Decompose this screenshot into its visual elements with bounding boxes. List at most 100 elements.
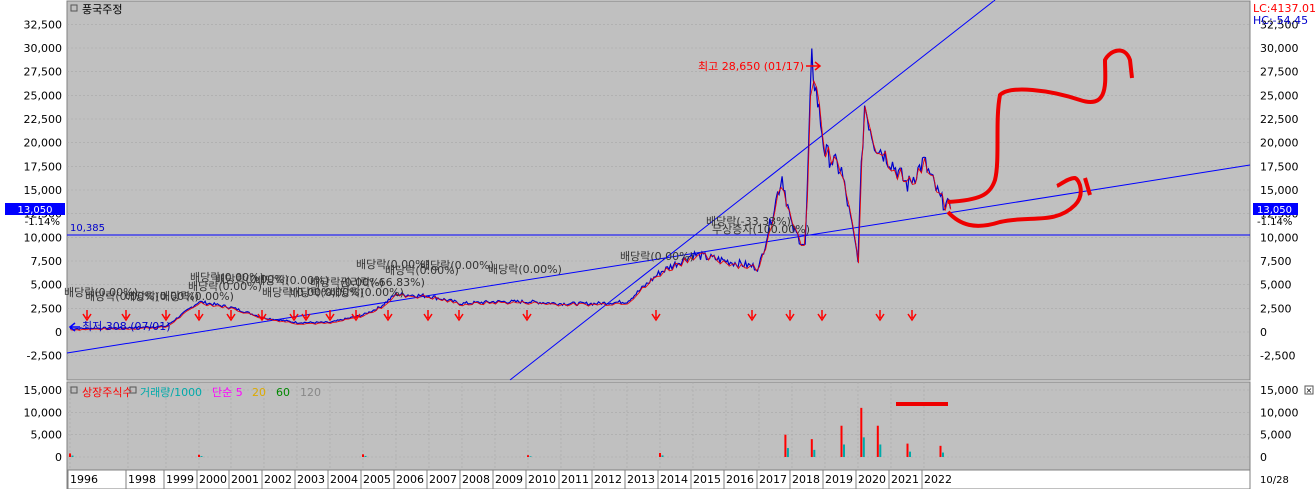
price-tick-label: 15,000 bbox=[1260, 184, 1299, 197]
price-tick-label: 30,000 bbox=[24, 42, 63, 55]
price-tick-label: 25,000 bbox=[1260, 89, 1299, 102]
volume-tick-label: 0 bbox=[1260, 451, 1267, 464]
volume-bar bbox=[661, 455, 664, 457]
dividend-arrow-icon bbox=[289, 310, 299, 322]
dividend-arrow-icon bbox=[383, 310, 393, 322]
price-tick-label: 20,000 bbox=[24, 137, 63, 150]
price-series-overlay bbox=[70, 79, 952, 331]
dividend-arrow-icon bbox=[875, 310, 885, 322]
volume-bar bbox=[362, 454, 364, 457]
volume-tick-label: 5,000 bbox=[1260, 429, 1292, 442]
year-label: 2016 bbox=[726, 473, 754, 486]
year-label: 2022 bbox=[924, 473, 952, 486]
close-icon[interactable] bbox=[1304, 385, 1314, 395]
price-tick-label: 2,500 bbox=[31, 302, 63, 315]
volume-bar bbox=[659, 452, 661, 457]
dividend-arrow-icon bbox=[257, 310, 267, 322]
volume-bar bbox=[364, 455, 367, 457]
price-tick-label: 22,500 bbox=[24, 113, 63, 126]
volume-bar bbox=[529, 456, 532, 457]
price-tick-label: 0 bbox=[1260, 326, 1267, 339]
dividend-arrow-icon bbox=[301, 310, 311, 322]
dividend-arrow-icon bbox=[785, 310, 795, 322]
price-tick-label: 5,000 bbox=[1260, 279, 1292, 292]
volume-bar bbox=[879, 444, 882, 457]
year-label: 2008 bbox=[462, 473, 490, 486]
dividend-arrow-icon bbox=[121, 310, 131, 322]
price-tick-label: 25,000 bbox=[24, 89, 63, 102]
price-tick-label: 32,500 bbox=[24, 18, 63, 31]
price-tick-label: 22,500 bbox=[1260, 113, 1299, 126]
dividend-label: 배당락(0.00%) bbox=[215, 273, 289, 286]
volume-tick-label: 15,000 bbox=[24, 384, 63, 397]
year-label: 2003 bbox=[297, 473, 325, 486]
volume-bar bbox=[527, 455, 529, 457]
year-label: 2010 bbox=[528, 473, 556, 486]
current-price-left: 13,050 bbox=[18, 205, 53, 216]
drawing-up-curve[interactable] bbox=[947, 48, 1134, 204]
dividend-arrow-icon bbox=[454, 310, 464, 322]
legend-item: 20 bbox=[252, 386, 266, 399]
dividend-label: 배당락(0.00%) bbox=[385, 264, 459, 277]
price-tick-label: 10,000 bbox=[1260, 231, 1299, 244]
year-label: 2021 bbox=[891, 473, 919, 486]
low-arrow-icon bbox=[68, 322, 80, 332]
volume-tick-label: 10,000 bbox=[1260, 406, 1299, 419]
price-tick-label: 2,500 bbox=[1260, 302, 1292, 315]
drawing-wave-curve[interactable] bbox=[946, 175, 1092, 228]
price-tick-label: 10,000 bbox=[24, 231, 63, 244]
trend-line-long[interactable] bbox=[66, 164, 1251, 354]
dividend-arrow-icon bbox=[226, 310, 236, 322]
high-annotation: 최고 28,650 (01/17) bbox=[698, 60, 804, 73]
price-tick-label: 27,500 bbox=[24, 66, 63, 79]
year-label: 2015 bbox=[693, 473, 721, 486]
dividend-label: 배당락(0.00%) bbox=[85, 290, 159, 303]
price-tick-label: 32,500 bbox=[1260, 18, 1299, 31]
volume-tick-label: 15,000 bbox=[1260, 384, 1299, 397]
volume-axis-left: 15,000 10,000 5,000 0 bbox=[24, 384, 63, 464]
volume-bar bbox=[786, 448, 789, 457]
volume-bar bbox=[840, 425, 843, 457]
dividend-arrow-icon bbox=[522, 310, 532, 322]
volume-tick-label: 10,000 bbox=[24, 406, 63, 419]
title-checkbox-icon[interactable] bbox=[70, 4, 78, 12]
trend-line-steep[interactable] bbox=[509, 0, 996, 381]
legend-item: 단순 5 bbox=[212, 386, 243, 399]
price-tick-label: 20,000 bbox=[1260, 137, 1299, 150]
high-arrow-icon bbox=[806, 61, 822, 71]
volume-bar bbox=[71, 455, 74, 457]
price-tick-label: -2,500 bbox=[1260, 350, 1295, 363]
year-label: 1999 bbox=[166, 473, 194, 486]
dividend-arrow-icon bbox=[817, 310, 827, 322]
volume-bar bbox=[843, 444, 845, 457]
dividend-label: 배당락(0.00%) bbox=[255, 274, 329, 287]
price-tick-label: 30,000 bbox=[1260, 42, 1299, 55]
price-tick-label: 0 bbox=[55, 326, 62, 339]
dividend-label: 배당락(0.00%) bbox=[420, 259, 494, 272]
volume-bar bbox=[862, 437, 865, 457]
year-label: 2004 bbox=[330, 473, 358, 486]
year-label: 2007 bbox=[429, 473, 457, 486]
price-tick-label: 15,000 bbox=[24, 184, 63, 197]
dividend-label: 배당락(0.00%) bbox=[620, 250, 694, 263]
volume-tick-label: 5,000 bbox=[31, 429, 63, 442]
price-tick-label: 27,500 bbox=[1260, 66, 1299, 79]
legend-checkbox-icon bbox=[70, 386, 78, 394]
price-tick-label: 5,000 bbox=[31, 279, 63, 292]
price-axis-left: 32,500 30,000 27,500 25,000 22,500 20,000 17,5… bbox=[24, 18, 63, 362]
legend-item: 거래량/1000 bbox=[140, 386, 202, 399]
dividend-arrow-icon bbox=[747, 310, 757, 322]
dividend-label: 배당락(0.00%) bbox=[64, 286, 138, 299]
dividend-labels: 배당락(0.00%)배당락(0.00%)배당락(0.00%)배당락(0.00%)… bbox=[64, 215, 810, 303]
dividend-label: 배당락(0.00%) bbox=[310, 276, 384, 289]
current-change-right: -1.14% bbox=[1257, 217, 1292, 228]
year-label: 2014 bbox=[660, 473, 688, 486]
volume-legend: 상장주식수 거래량/1000 단순 5 20 60 120 bbox=[70, 386, 321, 399]
price-tick-label: 7,500 bbox=[31, 255, 63, 268]
price-tick-label: 7,500 bbox=[1260, 255, 1292, 268]
volume-bar bbox=[876, 425, 879, 457]
dividend-label: 배당락(-33.33%) bbox=[706, 215, 791, 228]
dividend-arrow-icon bbox=[651, 310, 661, 322]
dividend-label: 배당락(0.00%) bbox=[190, 271, 264, 284]
volume-bars bbox=[69, 407, 944, 457]
